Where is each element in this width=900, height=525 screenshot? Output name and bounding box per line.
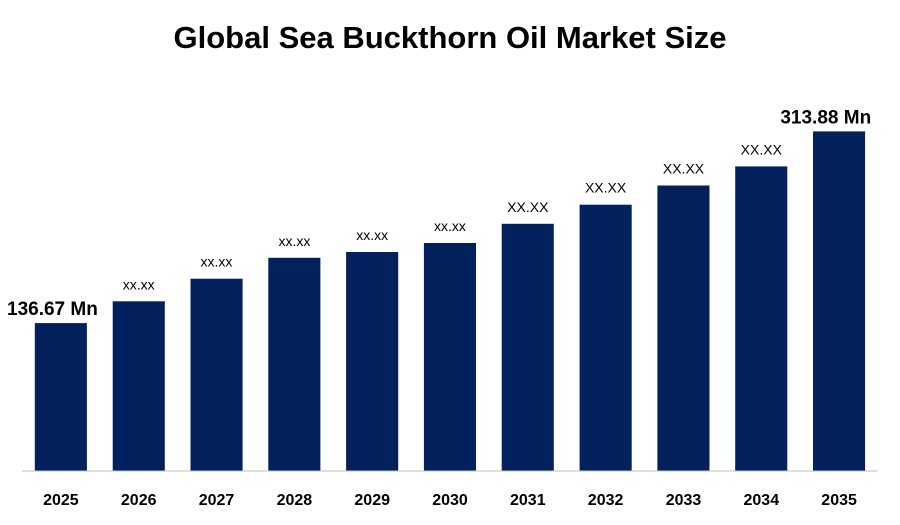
bar-2027 <box>190 278 243 471</box>
data-label: XX.XX <box>585 180 627 196</box>
data-label: 136.67 Mn <box>7 299 98 320</box>
data-label: xx.xx <box>434 218 466 234</box>
bar-2028 <box>268 257 321 471</box>
x-tick-labels-group: 2025 2026 2027 2028 2029 2030 2031 2032 2033 2034… <box>43 492 857 509</box>
data-label: xx.xx <box>356 227 388 243</box>
data-label: XX.XX <box>663 161 705 177</box>
bar-2026 <box>112 301 165 471</box>
x-tick-label: 2028 <box>277 492 313 509</box>
bar-2025 <box>34 323 87 471</box>
x-tick-label: 2035 <box>821 492 857 509</box>
data-label: 313.88 Mn <box>780 107 871 128</box>
x-tick-label: 2026 <box>121 492 157 509</box>
data-label: xx.xx <box>123 276 155 292</box>
bar-2032 <box>579 204 632 471</box>
x-tick-label: 2029 <box>354 492 390 509</box>
x-tick-label: 2031 <box>510 492 546 509</box>
x-tick-label: 2025 <box>43 492 79 509</box>
bar-2029 <box>346 252 399 471</box>
data-label: XX.XX <box>741 141 783 157</box>
data-labels-group: 136.67 Mn xx.xx xx.xx xx.xx xx.xx xx.xx XX.XX X… <box>7 107 871 320</box>
x-tick-label: 2034 <box>744 492 780 509</box>
bar-2030 <box>423 243 476 471</box>
x-tick-label: 2032 <box>588 492 624 509</box>
bar-2031 <box>501 223 554 471</box>
bar-2033 <box>657 185 710 471</box>
bar-2035 <box>813 131 866 471</box>
chart-title: Global Sea Buckthorn Oil Market Size <box>173 20 727 55</box>
data-label: XX.XX <box>507 199 549 215</box>
bar-2034 <box>735 166 788 471</box>
x-tick-label: 2027 <box>199 492 235 509</box>
x-tick-label: 2033 <box>666 492 702 509</box>
x-tick-label: 2030 <box>432 492 468 509</box>
data-label: xx.xx <box>201 254 233 270</box>
bars-group <box>34 131 866 471</box>
data-label: xx.xx <box>278 233 310 249</box>
